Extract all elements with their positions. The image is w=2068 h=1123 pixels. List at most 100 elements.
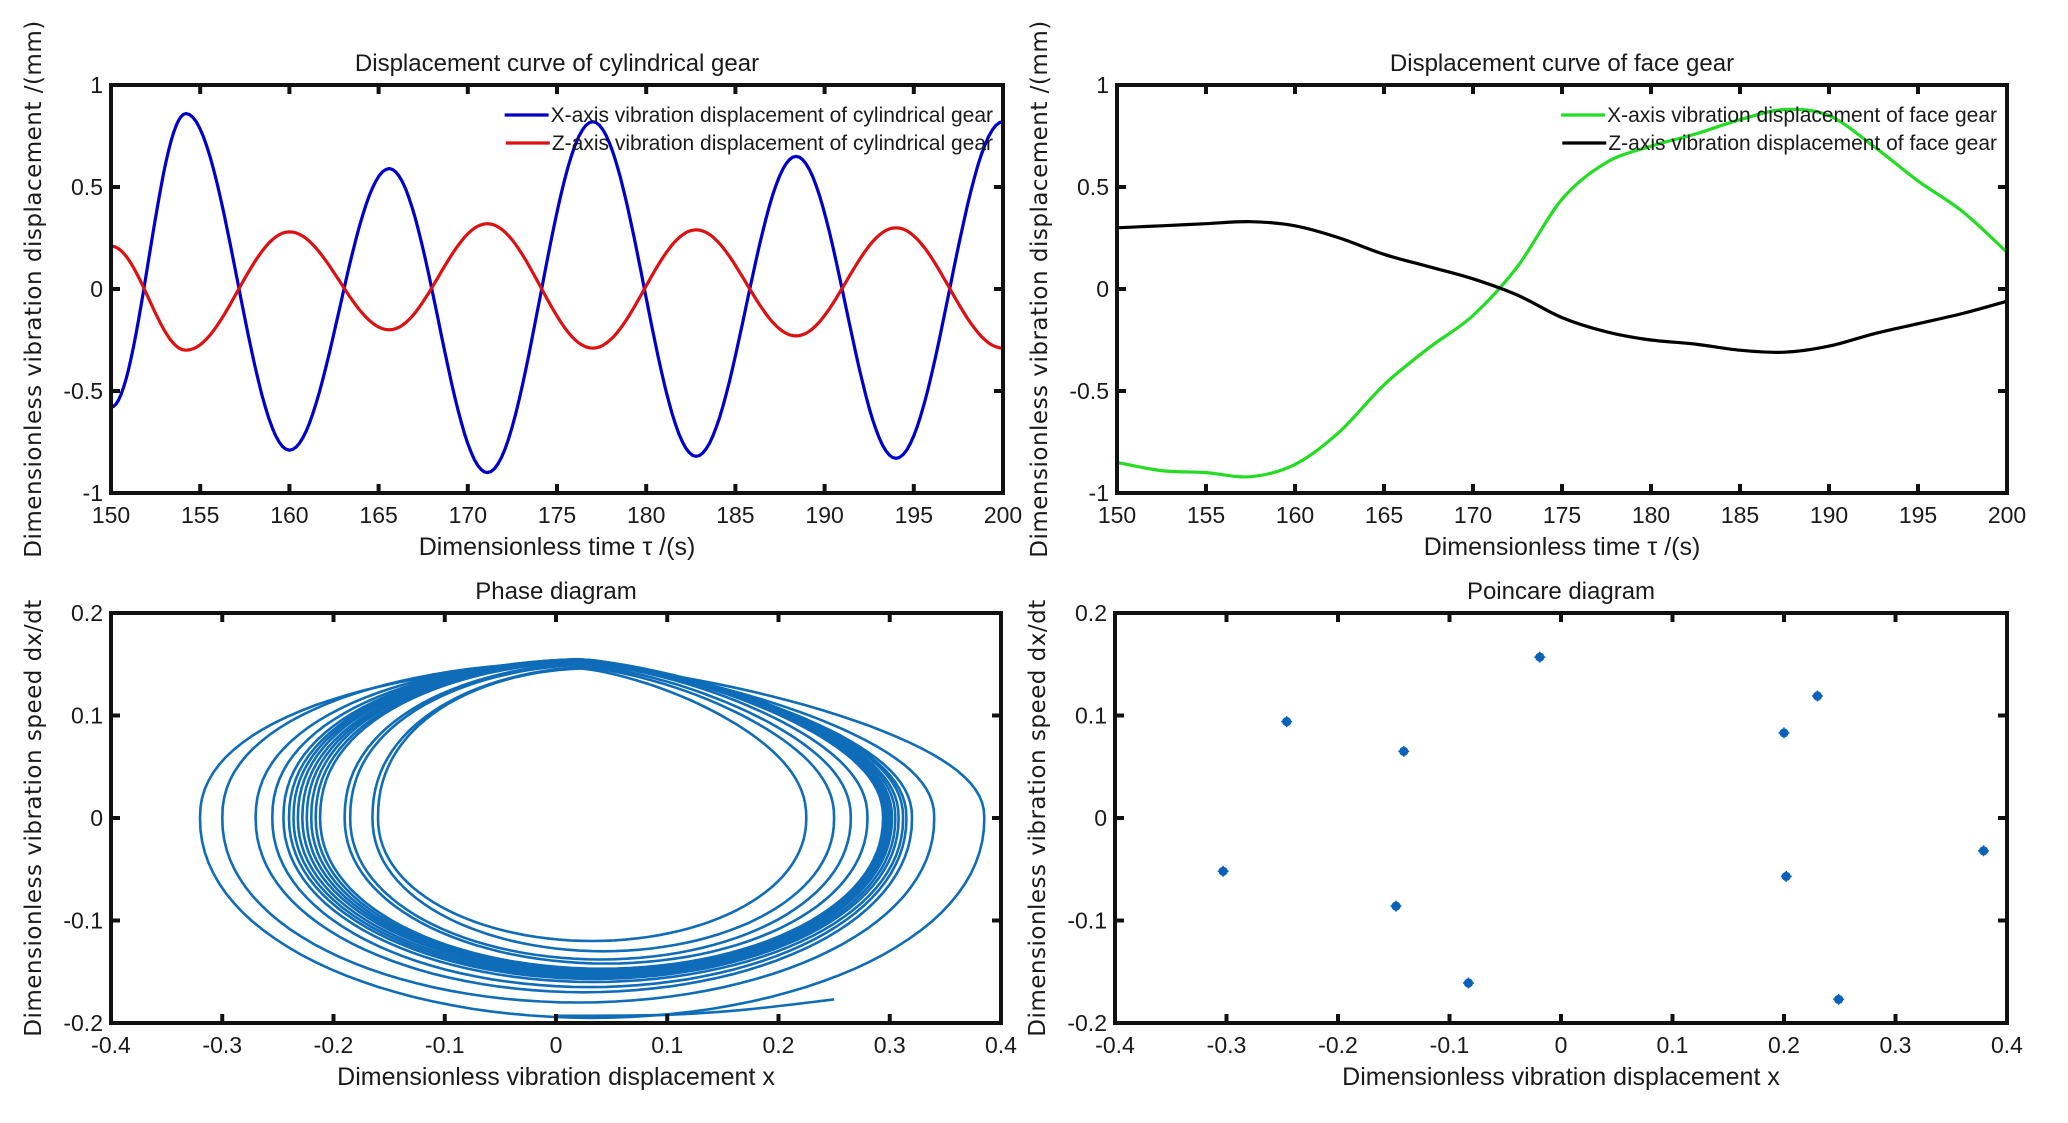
x-tick-label: 0 <box>550 1032 563 1058</box>
x-tick-label: 0.2 <box>1768 1032 1800 1058</box>
y-axis-label: Dimensionless vibration speed dx/dt <box>21 599 47 1036</box>
x-tick-label: 0.3 <box>1880 1032 1912 1058</box>
x-tick-label: 170 <box>1454 502 1492 528</box>
poincare-point <box>1398 745 1410 757</box>
x-tick-label: 150 <box>1098 502 1136 528</box>
y-axis-label: Dimensionless vibration displacement /(m… <box>1027 20 1053 557</box>
x-tick-label: 200 <box>984 502 1022 528</box>
x-tick-label: 190 <box>805 502 843 528</box>
chart-title: Poincare diagram <box>1467 578 1655 605</box>
phase-trajectory-loop <box>343 661 869 965</box>
y-tick-label: 0.1 <box>71 703 103 729</box>
phase-trajectory-loop <box>371 665 836 953</box>
x-axis-label: Dimensionless vibration displacement x <box>1342 1063 1780 1091</box>
x-tick-label: 185 <box>716 502 754 528</box>
panel-face-gear-displacement: 150 155 160 165 170 175 180 185 190 195 200 -1 -0.5 0… <box>1027 20 2026 561</box>
x-tick-label: 180 <box>627 502 665 528</box>
poincare-point <box>1833 993 1845 1005</box>
chart-title: Displacement curve of face gear <box>1390 50 1734 77</box>
poincare-point <box>1281 716 1293 728</box>
x-tick-label: 0.3 <box>874 1032 906 1058</box>
y-tick-label: -0.2 <box>63 1010 103 1036</box>
x-tick-label: 195 <box>895 502 933 528</box>
x-tick-label: 175 <box>538 502 576 528</box>
legend-label: X-axis vibration displacement of face ge… <box>1607 104 1997 127</box>
y-tick-label: -1 <box>83 480 103 506</box>
y-tick-label: 0.1 <box>1075 703 1107 729</box>
series-line-x-axis <box>111 112 1003 475</box>
x-tick-label: 160 <box>1276 502 1314 528</box>
x-axis-label: Dimensionless time τ /(s) <box>419 533 696 561</box>
x-tick-label: -0.1 <box>1430 1032 1470 1058</box>
series-line-x-axis <box>1117 107 2007 479</box>
x-axis-label: Dimensionless time τ /(s) <box>1424 533 1701 561</box>
phase-trajectory-loop <box>314 660 886 972</box>
x-tick-label: -0.4 <box>91 1032 131 1058</box>
x-tick-label: -0.1 <box>425 1032 465 1058</box>
phase-trajectory-loop <box>254 659 914 994</box>
y-axis-label: Dimensionless vibration displacement /(m… <box>21 20 47 557</box>
x-tick-label: 0.2 <box>763 1032 795 1058</box>
legend-label: X-axis vibration displacement of cylindr… <box>551 104 993 127</box>
phase-trajectory-loop <box>376 667 808 943</box>
y-tick-label: 1 <box>1096 72 1109 98</box>
poincare-point <box>1534 651 1546 663</box>
poincare-point <box>1390 900 1402 912</box>
x-tick-label: 155 <box>1187 502 1225 528</box>
phase-trajectory-loop <box>220 660 936 1004</box>
x-tick-label: 170 <box>449 502 487 528</box>
y-tick-label: -0.1 <box>1067 908 1107 934</box>
series-line-z-axis <box>1117 220 2007 354</box>
plot-area <box>111 112 1003 475</box>
chart-title: Phase diagram <box>475 578 636 605</box>
y-tick-label: 0 <box>1096 276 1109 302</box>
x-tick-label: 0.4 <box>985 1032 1017 1058</box>
poincare-point <box>1217 865 1229 877</box>
chart-title: Displacement curve of cylindrical gear <box>355 50 759 77</box>
x-tick-label: -0.2 <box>314 1032 354 1058</box>
panel-poincare-diagram: -0.4 -0.3 -0.2 -0.1 0 0.1 0.2 0.3 0.4 -0.2 -0.1 0 0.… <box>1025 578 2023 1091</box>
y-tick-label: 0.2 <box>1075 600 1107 626</box>
x-tick-label: 180 <box>1632 502 1670 528</box>
y-tick-label: 0 <box>90 276 103 302</box>
phase-trajectory-tail <box>555 998 835 1018</box>
poincare-point <box>1780 870 1792 882</box>
x-tick-label: 190 <box>1810 502 1848 528</box>
x-tick-label: 160 <box>270 502 308 528</box>
x-tick-label: 0.1 <box>651 1032 683 1058</box>
poincare-point <box>1462 977 1474 989</box>
y-tick-label: -0.2 <box>1067 1010 1107 1036</box>
plot-area <box>1217 651 1990 1005</box>
x-tick-label: -0.4 <box>1095 1032 1135 1058</box>
axes-frame <box>1113 611 2009 1025</box>
x-tick-label: 185 <box>1721 502 1759 528</box>
poincare-point <box>1811 690 1823 702</box>
x-tick-label: 0.1 <box>1657 1032 1689 1058</box>
x-axis-label: Dimensionless vibration displacement x <box>337 1063 775 1091</box>
legend-label: Z-axis vibration displacement of cylindr… <box>552 132 993 155</box>
series-line-z-axis <box>111 222 1003 352</box>
x-tick-label: 165 <box>1365 502 1403 528</box>
y-tick-label: 0.5 <box>1077 174 1109 200</box>
x-tick-label: 0.4 <box>1991 1032 2023 1058</box>
x-tick-label: 155 <box>181 502 219 528</box>
phase-trajectory-loop <box>348 663 853 961</box>
x-tick-label: 0 <box>1555 1032 1568 1058</box>
panel-phase-diagram: -0.4 -0.3 -0.2 -0.1 0 0.1 0.2 0.3 0.4 -0.2 -0.1 0 0.… <box>21 578 1017 1091</box>
x-tick-label: -0.2 <box>1318 1032 1358 1058</box>
plot-area <box>1117 107 2007 479</box>
poincare-point <box>1978 845 1990 857</box>
y-tick-label: 0 <box>90 805 103 831</box>
y-tick-label: 1 <box>90 72 103 98</box>
poincare-point <box>1778 727 1790 739</box>
plot-area <box>198 657 986 1020</box>
x-tick-label: 175 <box>1543 502 1581 528</box>
x-tick-label: 165 <box>359 502 397 528</box>
y-tick-label: -0.1 <box>63 908 103 934</box>
y-tick-label: -0.5 <box>1069 378 1109 404</box>
y-axis-label: Dimensionless vibration speed dx/dt <box>1025 599 1051 1036</box>
legend: X-axis vibration displacement of face ge… <box>1561 104 1997 155</box>
y-tick-label: 0.5 <box>71 174 103 200</box>
phase-trajectory-loop <box>198 663 986 1020</box>
